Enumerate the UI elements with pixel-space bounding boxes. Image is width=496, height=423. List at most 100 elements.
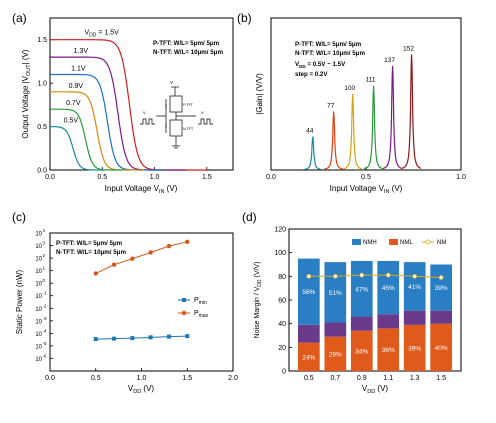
legend-pmax: Pmax [194,310,209,319]
c-point-pmin [185,334,190,339]
d-bar-label: 39% [435,285,448,292]
legend-nml-swatch [389,239,398,245]
b-xtick-label: 0.0 [266,174,276,181]
c-ytick-exponent: -5 [43,341,47,346]
inset-vdd-label: V [170,80,173,85]
a-ytick-label: 1.0 [37,81,47,88]
c-ytick-exponent: 2 [43,253,46,258]
d-ytick-label: 60 [278,298,286,305]
b-peak-label: 111 [366,77,376,84]
c-ytick-label: 10 [35,357,42,363]
panel-a-label: (a) [12,11,27,25]
legend-nmh: NMH [363,240,377,246]
inset-vout-label: V [201,110,204,115]
d-bar-transition [377,314,400,329]
c-xtick-label: 1.0 [137,375,147,382]
d-bar-nml [430,323,453,371]
b-peak-curve [343,93,362,170]
d-ytick-label: 0 [282,369,286,376]
b-xtick-label: 1.0 [456,174,466,181]
d-ytick-label: 100 [274,250,286,257]
c-series-line [95,335,188,340]
a-ytick-label: 0.5 [37,124,47,131]
c-ytick-exponent: -3 [43,316,47,321]
d-bar-label: 45% [382,285,395,292]
panel-c-annotation-n: N-TFT: W/L= 10μm/ 5μm [56,249,126,256]
c-ytick-label: 10 [35,307,42,313]
panel-a-annotation-p: P-TFT: W/L= 5μm/ 5μm [153,40,220,47]
c-point-pmax [166,243,172,249]
panel-c-annotation-p: P-TFT: W/L= 5μm/ 5μm [56,240,123,247]
panel-b-xlabel: Input Voltage VIN (V) [330,184,403,195]
d-ytick-label: 20 [278,345,286,352]
a-ytick-label: 0.0 [37,168,47,175]
legend-nmh-swatch [352,239,361,245]
d-bar-transition [297,324,320,343]
a-curve [50,108,124,171]
d-xtick-label: 0.5 [304,375,314,382]
c-ytick-label: 10 [35,269,42,275]
legend-nm: NM [437,240,446,246]
a-series-label: 0.7V [66,100,81,107]
panel-d-bars: 24% 56% 29% 51% 34% 47% 36% 45% 39% 41% 40% 39% [297,258,453,371]
panel-b-label: (b) [237,11,252,25]
d-bar-label: 41% [408,284,421,291]
a-curve [50,91,145,171]
d-ytick-label: 80 [278,274,286,281]
c-ytick-exponent: -1 [43,291,47,296]
a-ytick-label: 1.5 [37,37,47,44]
c-ytick-label: 10 [35,344,42,350]
panel-d: (d) 0 20 40 60 80 100 120 0.5 0.7 0.9 1.1 1.3 1.5 24… [242,210,462,395]
d-bar-label: 39% [408,345,421,352]
c-ytick-label: 10 [35,332,42,338]
panel-b-peaks: 44 77 100 111 137 152 [303,45,422,171]
c-ytick-label: 10 [35,294,42,300]
d-ytick-label: 120 [274,227,286,234]
c-point-pmin [130,336,135,341]
d-nm-point [438,275,444,280]
c-point-pmax [185,239,190,244]
panel-b-annotation-vdd: VDD = 0.5V ~ 1.5V [295,61,346,69]
d-bar-transition [403,310,426,325]
b-peak-curve [303,136,323,171]
panel-b: (b) 0.0 0.5 1.0 44 77 100 111 137 152 Input Vol… [237,11,466,195]
d-nm-line [308,274,442,278]
a-xtick-label: 0.5 [97,174,107,181]
legend-pmin: Pmin [194,297,207,306]
panel-d-ticks: 0 20 40 60 80 100 120 0.5 0.7 0.9 1.1 1.3 1.5 [274,227,446,383]
d-xtick-label: 1.1 [383,375,393,382]
d-bar-nml [403,324,426,371]
b-peak-label: 44 [306,128,314,135]
c-point-pmax [93,271,98,276]
legend-nml: NML [400,240,413,246]
b-peak-label: 137 [384,57,395,64]
d-xtick-label: 0.9 [357,375,367,382]
d-xtick-label: 0.7 [330,375,340,382]
panel-c-ticks: 0.0 0.5 1.0 1.5 2.010410310210110010-110-210… [35,228,238,382]
panel-b-annotation-p: P-TFT: W/L= 5μm/ 5μm [295,41,362,48]
a-curve [50,125,103,171]
a-series-label: 0.9V [69,83,84,90]
panel-d-label: (d) [242,210,257,224]
c-ytick-exponent: -2 [43,303,47,308]
b-peak-curve [324,111,343,170]
inset-vin-label: V [143,110,146,115]
d-bar-label: 51% [329,290,342,297]
c-point-pmin [148,335,153,340]
d-nm-point [306,273,312,279]
legend-pmin-marker [182,298,186,302]
c-ytick-exponent: 1 [43,266,46,271]
panel-c: (c) 0.0 0.5 1.0 1.5 2.010410310210110010-110… [12,210,238,395]
a-series-label: VDD = 1.5V [85,30,120,39]
inverter-schematic [140,86,213,149]
d-nm-point [332,273,338,279]
panel-d-nm-line [306,272,444,280]
d-bar-transition [324,322,347,337]
c-ytick-exponent: 0 [43,278,46,283]
a-xtick-label: 0.0 [45,174,55,181]
panel-d-legend: NMH NML NM [352,239,446,246]
panel-a-series-labels: VDD = 1.5V 1.3V 1.1V 0.9V 0.7V 0.5V [64,30,120,125]
c-ytick-label: 10 [35,257,42,263]
b-peak-label: 77 [327,102,335,109]
